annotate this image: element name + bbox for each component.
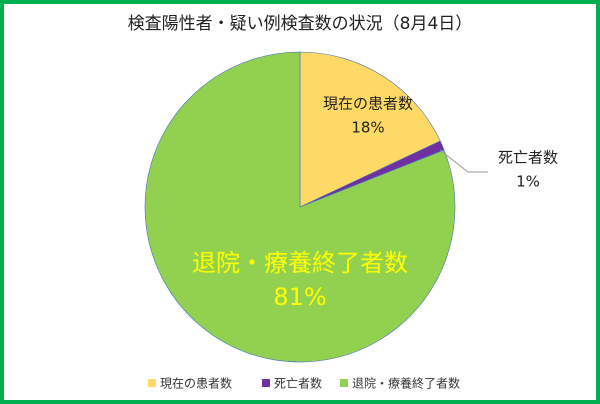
- slice-value-label: 81%: [273, 283, 326, 311]
- slice-value-label: 1%: [516, 173, 540, 191]
- legend-swatch: [340, 379, 348, 387]
- slice-label: 現在の患者数: [323, 95, 413, 113]
- legend-swatch: [262, 379, 270, 387]
- leader-line: [439, 149, 488, 173]
- pie-slice: [299, 51, 441, 208]
- slice-label: 退院・療養終了者数: [192, 249, 408, 277]
- legend-label: 死亡者数: [274, 376, 322, 391]
- legend-label: 現在の患者数: [160, 376, 232, 391]
- pie-slice: [144, 51, 456, 363]
- slice-value-label: 18%: [351, 119, 384, 137]
- legend-label: 退院・療養終了者数: [352, 376, 460, 391]
- chart-title: 検査陽性者・疑い例検査数の状況（8月4日）: [128, 14, 473, 34]
- legend-swatch: [148, 379, 156, 387]
- slice-label: 死亡者数: [498, 149, 558, 167]
